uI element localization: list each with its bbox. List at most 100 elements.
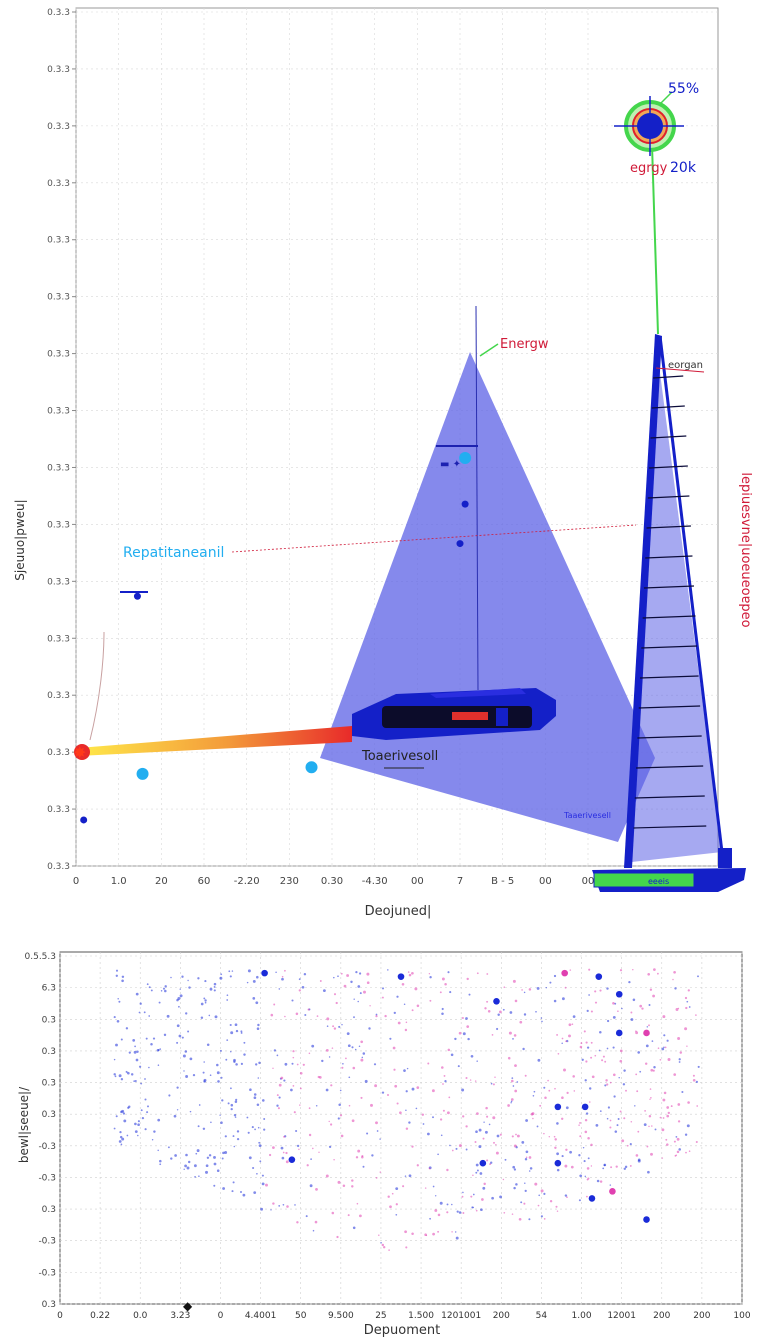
bottom-scatter-dot xyxy=(247,1131,250,1134)
bottom-scatter-dot xyxy=(588,968,591,971)
bottom-scatter-dot xyxy=(602,1167,605,1170)
bottom-scatter-dot xyxy=(697,975,699,978)
bottom-scatter-dot xyxy=(115,969,119,972)
bottom-scatter-dot xyxy=(226,994,229,997)
bottom-scatter-dot xyxy=(572,1015,576,1018)
bottom-scatter-dot xyxy=(461,1088,465,1092)
bottom-scatter-dot xyxy=(695,1080,699,1084)
sail-label-line xyxy=(655,367,705,373)
bottom-scatter-dot xyxy=(643,1123,647,1126)
bottom-scatter-dot xyxy=(305,1215,308,1218)
bottom-scatter-dot xyxy=(117,997,119,1000)
bottom-scatter-dot xyxy=(654,1128,657,1131)
bottom-scatter-dot xyxy=(619,1059,623,1063)
bottom-scatter-dot xyxy=(304,1013,307,1017)
bottom-scatter-dot xyxy=(388,1249,390,1251)
bottom-scatter-dot xyxy=(196,1149,200,1153)
bottom-scatter-dot xyxy=(331,1047,334,1049)
bottom-scatter-dot xyxy=(632,968,634,971)
bottom-scatter-dot xyxy=(292,1050,295,1053)
bottom-scatter-dot xyxy=(629,1164,632,1167)
bottom-scatter-dot xyxy=(540,1189,544,1193)
bottom-scatter-dot xyxy=(610,1166,613,1169)
bottom-scatter-dot xyxy=(525,1150,529,1154)
bottom-scatter-dot xyxy=(604,1084,607,1087)
bottom-scatter-dot xyxy=(176,1041,179,1044)
bottom-scatter-dot xyxy=(179,994,183,998)
bottom-scatter-dot xyxy=(676,1137,680,1141)
bottom-scatter-dot xyxy=(120,1078,124,1081)
sail-edge xyxy=(658,335,724,853)
top-data-point xyxy=(133,592,141,600)
top-y-tick-label: 0.3.3 xyxy=(47,179,70,189)
bottom-scatter-dot xyxy=(157,1064,160,1066)
bottom-scatter-dot xyxy=(650,1152,653,1156)
top-pct-label: 55% xyxy=(668,81,699,97)
bottom-scatter-dot xyxy=(582,1146,585,1149)
bottom-scatter-dot xyxy=(476,1060,478,1062)
left-leader xyxy=(231,524,637,553)
bottom-scatter-dot xyxy=(240,1031,243,1034)
sail-batten xyxy=(646,525,691,529)
bottom-scatter-dot xyxy=(514,1064,517,1067)
bottom-scatter-dot xyxy=(176,1086,179,1089)
bottom-scatter-dot xyxy=(164,985,167,988)
bottom-scatter-dot xyxy=(676,1150,680,1154)
bottom-scatter-dot xyxy=(612,1073,616,1077)
bottom-scatter-dot xyxy=(194,1176,196,1178)
bottom-scatter-dot xyxy=(439,1201,443,1205)
bottom-scatter-dot xyxy=(357,985,361,988)
bottom-scatter-dot xyxy=(393,1011,396,1015)
top-x-tick-label: 60 xyxy=(198,876,211,887)
bottom-scatter-dot xyxy=(370,1103,373,1107)
bottom-scatter-dot xyxy=(657,972,659,975)
bottom-scatter-dot xyxy=(204,1001,207,1004)
bottom-scatter-dot xyxy=(647,972,651,976)
bottom-scatter-dot xyxy=(357,1000,359,1003)
bottom-scatter-dot xyxy=(557,1052,560,1055)
bottom-scatter-dot xyxy=(537,1204,540,1207)
bottom-scatter-dot xyxy=(609,1119,612,1122)
bottom-scatter-dot xyxy=(134,1045,136,1048)
bottom-scatter-dot xyxy=(688,1150,691,1152)
bottom-scatter-dot xyxy=(360,1040,364,1044)
bottom-scatter-dot xyxy=(536,1125,539,1128)
bottom-scatter-dot xyxy=(139,1002,142,1005)
bottom-scatter-dot xyxy=(429,976,432,979)
bottom-scatter-dot xyxy=(503,1211,506,1214)
bottom-scatter-dot xyxy=(318,1151,320,1154)
bottom-scatter-dot xyxy=(235,1098,238,1101)
bottom-scatter-dot xyxy=(502,1178,505,1181)
target-icon xyxy=(614,96,684,156)
sail-batten xyxy=(641,645,698,649)
bottom-scatter-dot xyxy=(243,1041,246,1044)
bottom-scatter-dot xyxy=(628,980,631,984)
top-y-tick-label: 0.3.3 xyxy=(47,350,70,360)
bottom-scatter-dot xyxy=(427,1062,430,1065)
bottom-scatter-dot xyxy=(230,1051,232,1053)
bottom-scatter-dot xyxy=(221,1099,224,1102)
bottom-scatter-dot xyxy=(590,1041,593,1044)
bottom-scatter-dot xyxy=(465,1125,468,1128)
bottom-scatter-dot xyxy=(301,985,305,989)
bottom-scatter-dot xyxy=(383,1246,386,1249)
bottom-scatter-dot xyxy=(457,1065,460,1068)
bottom-scatter-dot xyxy=(678,1148,681,1151)
bottom-scatter-dot xyxy=(475,1130,478,1134)
bottom-scatter-dot xyxy=(478,1128,482,1132)
bottom-scatter-dot xyxy=(524,1182,526,1185)
bottom-scatter-dot xyxy=(486,1115,489,1118)
bottom-scatter-dot xyxy=(133,1050,137,1054)
bottom-scatter-dot xyxy=(302,1063,305,1066)
top-x-tick-label: 0 xyxy=(73,876,79,887)
bottom-scatter-dot xyxy=(311,1044,315,1048)
bottom-scatter-dot xyxy=(470,1054,474,1058)
bottom-scatter-dot xyxy=(645,1044,649,1048)
bottom-scatter-dot xyxy=(125,1027,129,1030)
bottom-x-tick-label: 12001 xyxy=(607,1311,636,1321)
bottom-scatter-dot xyxy=(602,1055,605,1058)
bottom-scatter-dot xyxy=(186,1166,190,1170)
bottom-scatter-dot xyxy=(121,979,124,983)
top-data-point xyxy=(461,500,469,508)
bottom-x-tick-label: 1.00 xyxy=(572,1311,592,1321)
